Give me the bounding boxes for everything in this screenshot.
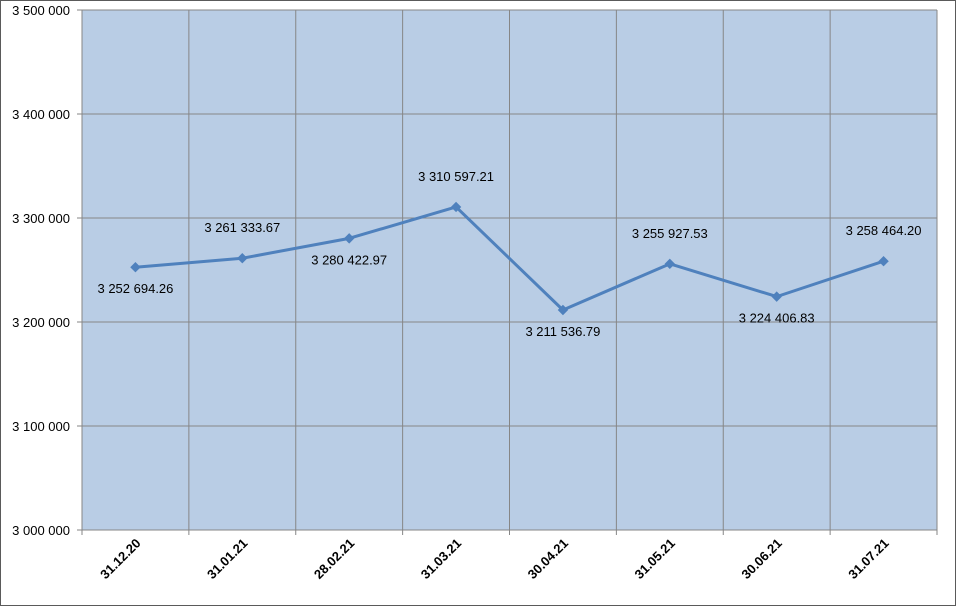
data-point-marker <box>771 291 782 302</box>
x-tick-label: 30.06.21 <box>738 536 784 582</box>
y-tick-label: 3 100 000 <box>12 419 70 434</box>
x-tick-label: 28.02.21 <box>311 536 357 582</box>
x-tick-label: 31.03.21 <box>418 536 464 582</box>
x-tick-label: 31.12.20 <box>97 536 143 582</box>
data-point-marker <box>237 253 248 264</box>
data-label: 3 255 927.53 <box>632 226 708 241</box>
y-tick-label: 3 000 000 <box>12 523 70 538</box>
axes <box>77 9 938 535</box>
data-point-marker <box>450 201 462 213</box>
y-tick-label: 3 200 000 <box>12 315 70 330</box>
data-label: 3 280 422.97 <box>311 252 387 267</box>
data-label: 3 261 333.67 <box>204 220 280 235</box>
data-label: 3 224 406.83 <box>739 311 815 326</box>
data-label: 3 258 464.20 <box>846 223 922 238</box>
x-tick-label: 31.07.21 <box>845 536 891 582</box>
series-layer <box>130 201 889 316</box>
data-label: 3 310 597.21 <box>418 169 494 184</box>
data-point-marker <box>878 255 889 267</box>
series-line <box>135 205 885 312</box>
data-label: 3 211 536.79 <box>525 324 600 339</box>
data-point-marker <box>557 304 569 316</box>
data-point-marker <box>343 233 355 244</box>
data-point-marker <box>130 261 141 273</box>
data-label: 3 252 694.26 <box>97 281 173 296</box>
x-axis-tick-labels: 31.12.20 31.01.21 28.02.21 31.03.21 30.04.21… <box>97 536 892 582</box>
x-tick-label: 30.04.21 <box>525 536 571 582</box>
data-labels: 3 252 694.26 3 261 333.67 3 280 422.97 3 31… <box>97 169 921 339</box>
y-tick-label: 3 300 000 <box>12 211 70 226</box>
x-tick-label: 31.05.21 <box>632 536 678 582</box>
y-axis-tick-labels: 3 000 000 3 100 000 3 200 000 3 300 000 3 40… <box>12 3 70 538</box>
y-tick-label: 3 400 000 <box>12 107 70 122</box>
y-tick-label: 3 500 000 <box>12 3 70 18</box>
data-point-marker <box>664 258 676 270</box>
gridlines <box>82 9 938 530</box>
x-tick-label: 31.01.21 <box>204 536 250 582</box>
